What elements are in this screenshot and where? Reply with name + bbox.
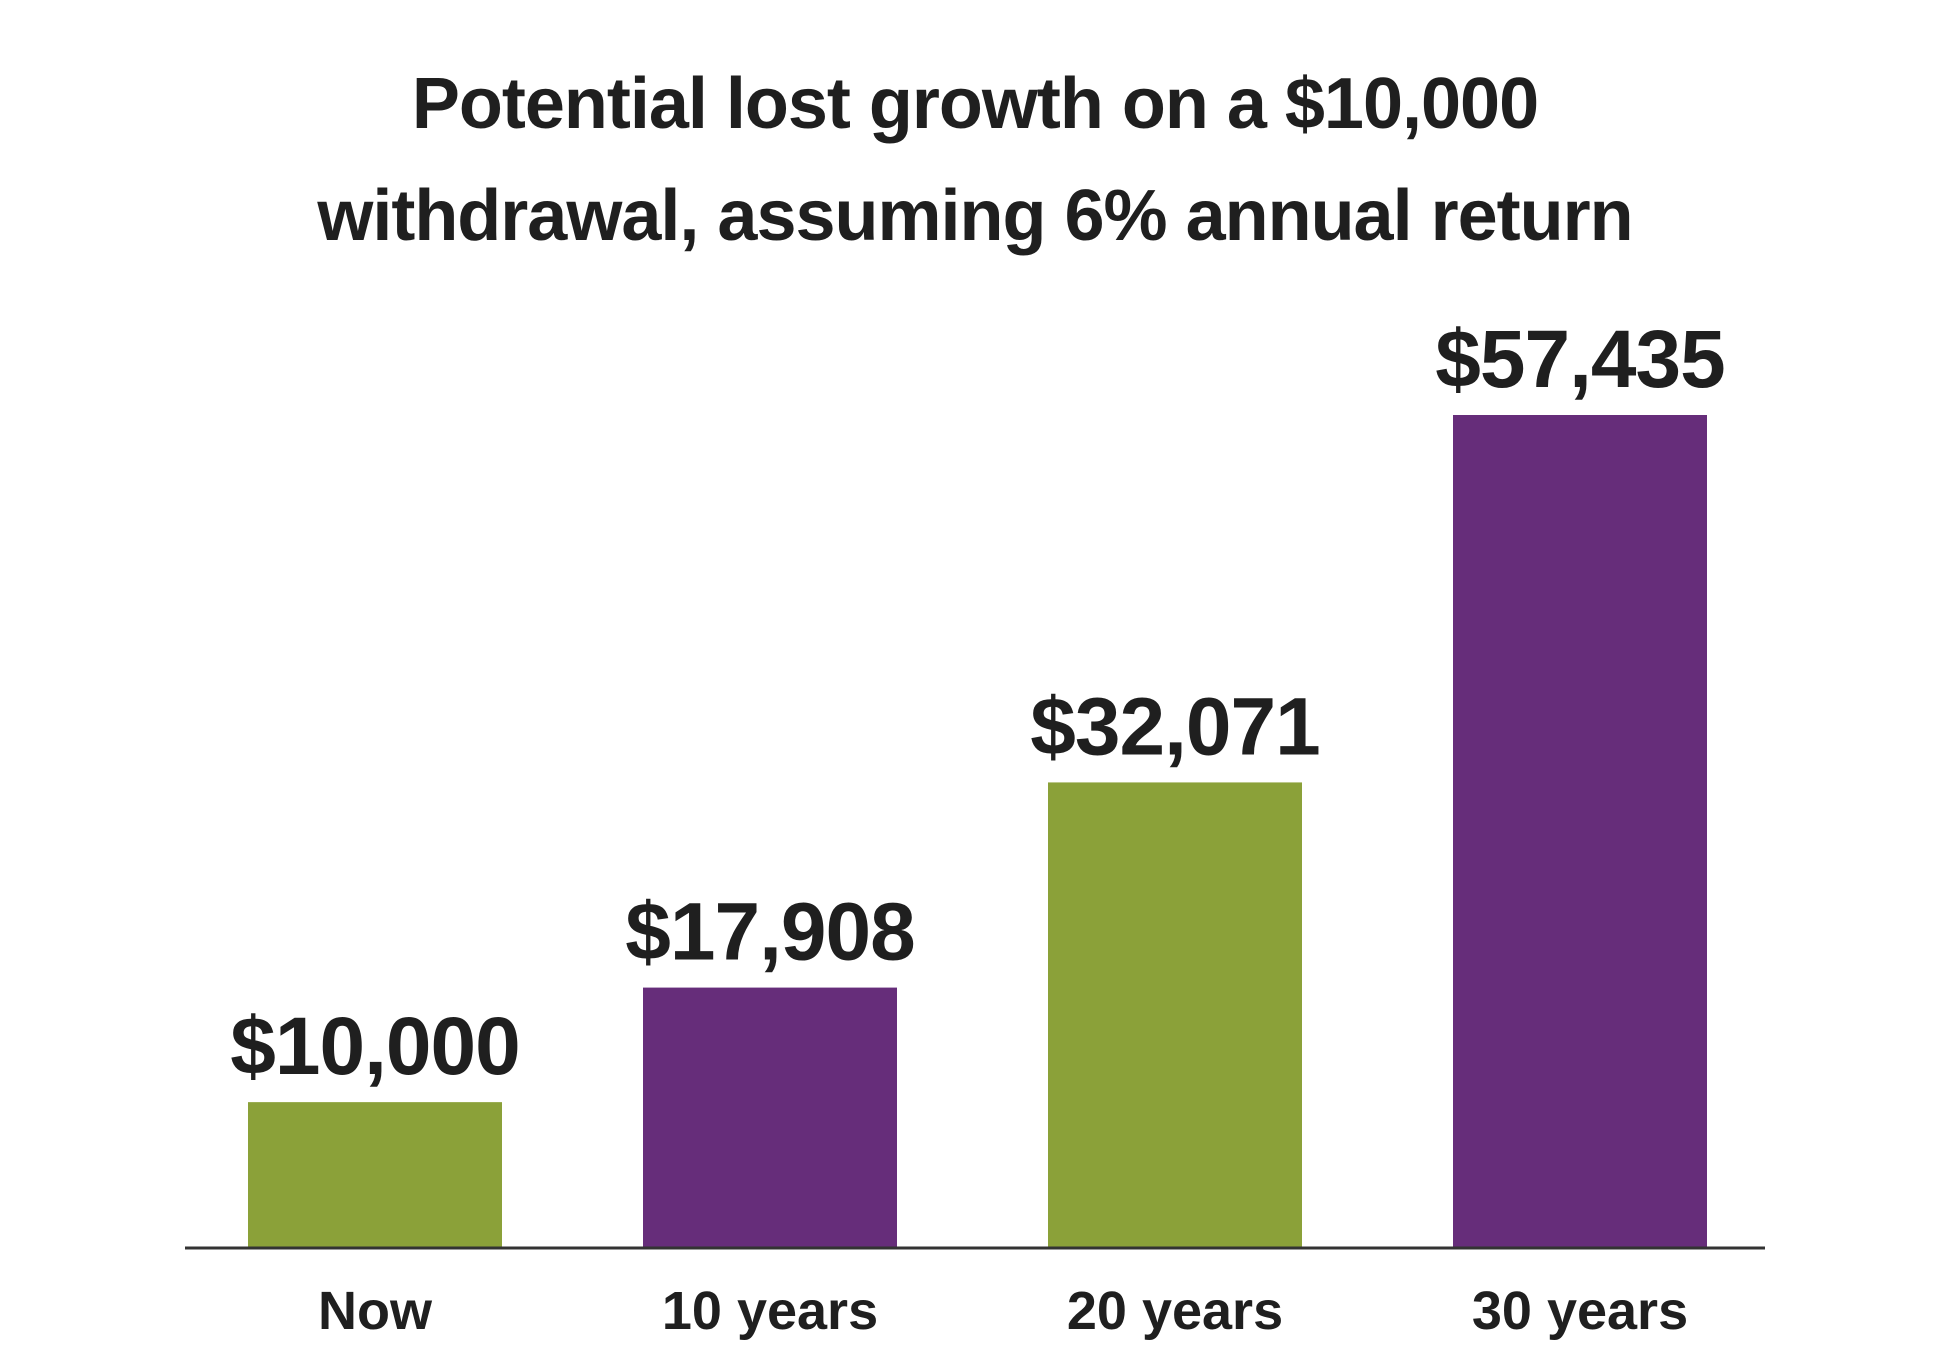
value-label-3: $32,071	[1030, 681, 1319, 772]
bars-group	[248, 415, 1707, 1247]
chart-title-line-2: withdrawal, assuming 6% annual return	[317, 176, 1633, 256]
value-labels-group: $10,000 $17,908 $32,071 $57,435	[230, 314, 1725, 1092]
x-tick-labels-group: Now 10 years 20 years 30 years	[318, 1281, 1688, 1341]
x-tick-label-2: 10 years	[662, 1281, 878, 1341]
x-tick-label-1: Now	[318, 1281, 433, 1341]
bar-4	[1453, 415, 1707, 1247]
value-label-4: $57,435	[1435, 314, 1724, 405]
bar-3	[1048, 782, 1302, 1247]
bar-1	[248, 1102, 502, 1247]
chart-title-line-1: Potential lost growth on a $10,000	[411, 64, 1539, 144]
x-tick-label-4: 30 years	[1472, 1281, 1688, 1341]
bar-2	[643, 987, 897, 1247]
x-tick-label-3: 20 years	[1067, 1281, 1283, 1341]
value-label-1: $10,000	[230, 1001, 519, 1092]
value-label-2: $17,908	[625, 887, 914, 978]
